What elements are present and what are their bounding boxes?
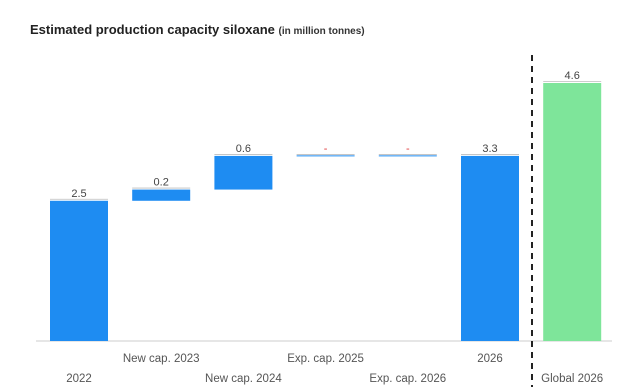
data-label-2: 0.6	[236, 143, 251, 155]
data-label-5: 3.3	[482, 143, 497, 155]
chart-title: Estimated production capacity siloxane (…	[30, 22, 365, 37]
data-label-3: -	[324, 143, 328, 155]
x-tick-label-6: Global 2026	[541, 373, 603, 385]
x-tick-label-2: New cap. 2024	[205, 373, 282, 385]
x-tick-label-1: New cap. 2023	[123, 353, 200, 365]
x-tick-label-3: Exp. cap. 2025	[287, 353, 364, 365]
chart-subtitle: (in million tonnes)	[278, 26, 365, 37]
x-tick-label-4: Exp. cap. 2026	[369, 373, 446, 385]
data-label-0: 2.5	[71, 188, 86, 200]
bar-1	[132, 189, 191, 201]
bar-6	[543, 83, 602, 341]
bar-5	[461, 155, 519, 341]
bar-2	[214, 155, 273, 190]
chart-title-main: Estimated production capacity siloxane	[30, 22, 275, 37]
bar-0	[50, 200, 108, 341]
data-label-6: 4.6	[565, 70, 580, 82]
x-tick-label-5: 2026	[477, 353, 503, 365]
data-label-4: -	[406, 143, 410, 155]
data-label-1: 0.2	[154, 177, 169, 189]
x-tick-label-0: 2022	[66, 373, 92, 385]
